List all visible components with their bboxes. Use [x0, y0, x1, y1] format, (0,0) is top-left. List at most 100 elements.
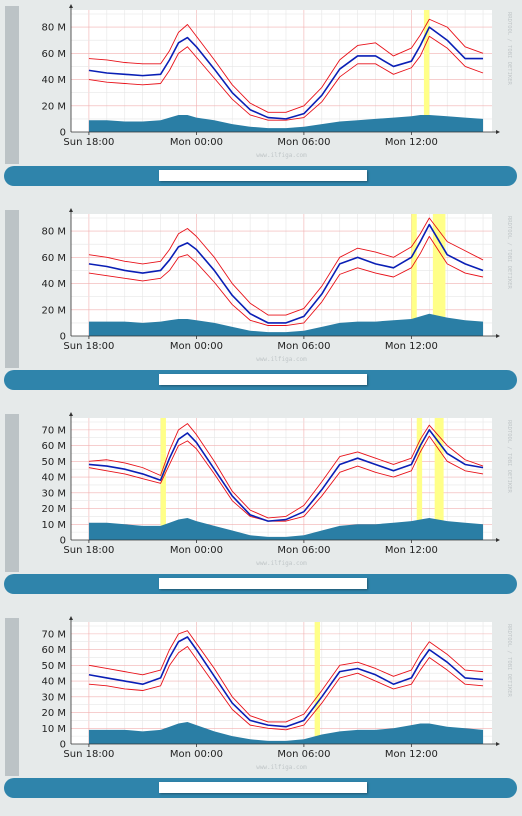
y-tick-label: 50 M — [41, 661, 66, 672]
alert-highlight — [314, 622, 321, 744]
watermark-text: www.ilfiga.com — [256, 560, 307, 567]
traffic-area — [88, 721, 484, 744]
watermark-text: www.ilfiga.com — [256, 356, 307, 363]
series-line-upper — [88, 18, 484, 113]
series-line-upper — [88, 423, 484, 519]
y-tick-label: 0 — [60, 740, 66, 751]
series-line-main — [88, 223, 484, 324]
panel-footer-bar[interactable] — [4, 574, 517, 594]
x-tick-label: Sun 18:00 — [63, 341, 114, 352]
y-tick-label: 30 M — [41, 692, 66, 703]
x-tick-label: Mon 12:00 — [385, 341, 438, 352]
x-tick-label: Mon 12:00 — [385, 137, 438, 148]
x-axis-arrow — [496, 742, 500, 746]
y-tick-label: 70 M — [41, 629, 66, 640]
x-axis-arrow — [496, 130, 500, 134]
traffic-chart-4: 0 10 M 20 M 30 M 40 M 50 M 60 M 70 M Sun 18:00 Mo… — [41, 616, 512, 771]
alert-highlight — [160, 418, 166, 540]
y-tick-label: 30 M — [41, 488, 66, 499]
panel-footer-bar[interactable] — [4, 166, 517, 186]
alert-highlight — [423, 10, 430, 132]
series-line-lower — [88, 235, 484, 326]
rrdtool-credit: RRDTOOL / TOBI OETIKER — [506, 216, 512, 290]
alert-highlight — [416, 418, 423, 540]
panel-footer-label — [159, 170, 367, 181]
x-tick-label: Mon 00:00 — [170, 749, 223, 760]
y-tick-label: 80 M — [41, 23, 66, 34]
traffic-area — [88, 114, 484, 132]
traffic-chart-2: 0 20 M 40 M 60 M 80 M Sun 18:00 Mon 00:00 Mon 0… — [41, 208, 512, 363]
y-tick-label: 40 M — [41, 279, 66, 290]
series-line-main — [88, 429, 484, 522]
y-tick-label: 10 M — [41, 724, 66, 735]
x-tick-label: Mon 06:00 — [277, 341, 330, 352]
watermark-text: www.ilfiga.com — [256, 764, 307, 771]
x-tick-label: Mon 00:00 — [170, 341, 223, 352]
series-line-lower — [88, 646, 484, 731]
x-tick-label: Mon 00:00 — [170, 137, 223, 148]
x-tick-label: Sun 18:00 — [63, 545, 114, 556]
traffic-chart-1: 0 20 M 40 M 60 M 80 M Sun 18:00 Mon 00:00 Mon 0… — [41, 4, 512, 159]
x-tick-label: Sun 18:00 — [63, 749, 114, 760]
x-tick-label: Mon 12:00 — [385, 545, 438, 556]
x-tick-label: Mon 00:00 — [170, 545, 223, 556]
series-line-lower — [88, 35, 484, 121]
panel-footer-bar[interactable] — [4, 778, 517, 798]
panel-footer-bar[interactable] — [4, 370, 517, 390]
y-tick-label: 70 M — [41, 425, 66, 436]
y-tick-label: 40 M — [41, 473, 66, 484]
rrdtool-credit: RRDTOOL / TOBI OETIKER — [506, 420, 512, 494]
graph-panel-1: 0 20 M 40 M 60 M 80 M Sun 18:00 Mon 00:00 Mon 0… — [0, 0, 522, 204]
y-tick-label: 60 M — [41, 49, 66, 60]
graph-panel-3: 0 10 M 20 M 30 M 40 M 50 M 60 M 70 M Sun 18:00 Mo… — [0, 408, 522, 612]
series-line-main — [88, 26, 484, 120]
panel-sidebar — [5, 210, 19, 368]
watermark-text: www.ilfiga.com — [256, 152, 307, 159]
y-tick-label: 60 M — [41, 645, 66, 656]
x-tick-label: Sun 18:00 — [63, 137, 114, 148]
y-tick-label: 50 M — [41, 457, 66, 468]
y-tick-label: 20 M — [41, 504, 66, 515]
series-line-main — [88, 636, 484, 728]
y-tick-label: 80 M — [41, 227, 66, 238]
y-tick-label: 60 M — [41, 253, 66, 264]
y-tick-label: 0 — [60, 536, 66, 547]
graph-panel-2: 0 20 M 40 M 60 M 80 M Sun 18:00 Mon 00:00 Mon 0… — [0, 204, 522, 408]
y-axis-arrow — [69, 208, 73, 212]
series-line-upper — [88, 217, 484, 316]
x-tick-label: Mon 06:00 — [277, 749, 330, 760]
y-axis-arrow — [69, 412, 73, 416]
y-tick-label: 20 M — [41, 305, 66, 316]
traffic-chart-3: 0 10 M 20 M 30 M 40 M 50 M 60 M 70 M Sun 18:00 Mo… — [41, 412, 512, 567]
graph-panel-4: 0 10 M 20 M 30 M 40 M 50 M 60 M 70 M Sun 18:00 Mo… — [0, 612, 522, 816]
x-axis-arrow — [496, 538, 500, 542]
y-axis-arrow — [69, 4, 73, 8]
panel-footer-label — [159, 374, 367, 385]
y-tick-label: 20 M — [41, 708, 66, 719]
alert-highlight — [434, 418, 444, 540]
y-tick-label: 10 M — [41, 520, 66, 531]
y-tick-label: 20 M — [41, 101, 66, 112]
alert-highlight — [411, 214, 417, 336]
y-tick-label: 60 M — [41, 441, 66, 452]
panel-footer-label — [159, 782, 367, 793]
y-axis-arrow — [69, 616, 73, 620]
x-tick-label: Mon 06:00 — [277, 545, 330, 556]
x-tick-label: Mon 06:00 — [277, 137, 330, 148]
series-line-upper — [88, 630, 484, 723]
traffic-area — [88, 313, 484, 336]
y-tick-label: 40 M — [41, 75, 66, 86]
alert-highlight — [432, 214, 446, 336]
panel-sidebar — [5, 618, 19, 776]
rrdtool-credit: RRDTOOL / TOBI OETIKER — [506, 624, 512, 698]
panel-sidebar — [5, 414, 19, 572]
panel-footer-label — [159, 578, 367, 589]
y-tick-label: 40 M — [41, 677, 66, 688]
y-tick-label: 0 — [60, 128, 66, 139]
panel-sidebar — [5, 6, 19, 164]
y-tick-label: 0 — [60, 332, 66, 343]
x-tick-label: Mon 12:00 — [385, 749, 438, 760]
plot-background — [71, 10, 492, 132]
x-axis-arrow — [496, 334, 500, 338]
plot-background — [71, 214, 492, 336]
